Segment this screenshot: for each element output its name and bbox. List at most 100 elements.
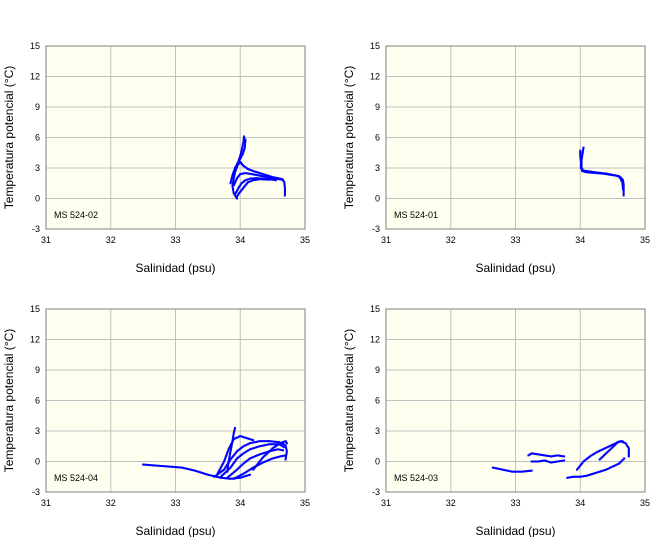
data-point (613, 174, 616, 177)
data-point (531, 460, 534, 463)
data-point (215, 475, 218, 478)
data-point (265, 178, 268, 181)
data-point (241, 154, 244, 157)
data-point (262, 178, 265, 181)
data-point (618, 175, 621, 178)
y-axis-label: Temperatura potencial (°C) (2, 329, 16, 473)
data-point (618, 176, 621, 179)
data-point (278, 448, 281, 451)
data-point (602, 172, 605, 175)
data-point (269, 458, 272, 461)
data-point (584, 171, 587, 174)
data-point (282, 180, 285, 183)
y-tick-label: 9 (35, 102, 40, 112)
data-point (494, 467, 497, 470)
data-point (254, 170, 257, 173)
data-point (542, 459, 545, 462)
data-point (539, 460, 542, 463)
data-point (222, 477, 225, 480)
data-point (254, 441, 257, 444)
data-point (233, 174, 236, 177)
data-point (239, 155, 242, 158)
data-point (596, 471, 599, 474)
data-point (526, 470, 529, 473)
data-point (624, 442, 627, 445)
x-tick-label: 34 (235, 498, 245, 508)
data-point (559, 454, 562, 457)
data-point (236, 163, 239, 166)
data-point (556, 460, 559, 463)
data-point (239, 465, 242, 468)
data-point (276, 448, 279, 451)
data-point (228, 457, 231, 460)
data-point (217, 472, 220, 475)
data-point (200, 471, 203, 474)
data-point (592, 472, 595, 475)
x-tick-label: 33 (510, 235, 520, 245)
data-point (531, 452, 534, 455)
data-point (595, 171, 598, 174)
data-point (254, 177, 257, 180)
x-axis-label: Salinidad (psu) (475, 524, 555, 537)
data-point (622, 190, 625, 193)
data-point (601, 448, 604, 451)
data-point (179, 466, 182, 469)
data-point (247, 474, 250, 477)
data-point (243, 471, 246, 474)
data-point (256, 171, 259, 174)
data-point (579, 163, 582, 166)
data-point (281, 449, 284, 452)
data-point (258, 440, 261, 443)
data-point (178, 466, 181, 469)
data-point (234, 437, 237, 440)
y-tick-label: -3 (32, 224, 40, 234)
data-point (581, 152, 584, 155)
data-point (599, 470, 602, 473)
data-point (230, 457, 233, 460)
data-point (238, 158, 241, 161)
data-point (581, 170, 584, 173)
data-point (232, 190, 235, 193)
data-point (285, 441, 288, 444)
data-point (580, 462, 583, 465)
station-label: MS 524-03 (394, 473, 438, 483)
data-point (272, 446, 275, 449)
data-point (237, 187, 240, 190)
data-point (585, 457, 588, 460)
data-point (240, 189, 243, 192)
data-point (543, 459, 546, 462)
data-point (232, 178, 235, 181)
y-tick-label: 0 (35, 194, 40, 204)
data-point (248, 457, 251, 460)
data-point (530, 460, 533, 463)
data-point (231, 185, 234, 188)
data-point (281, 441, 284, 444)
data-point (235, 167, 238, 170)
data-point (244, 475, 247, 478)
data-point (587, 474, 590, 477)
data-point (585, 171, 588, 174)
data-point (583, 475, 586, 478)
data-point (266, 459, 269, 462)
data-point (525, 470, 528, 473)
x-tick-label: 34 (575, 235, 585, 245)
data-point (283, 181, 286, 184)
data-point (227, 461, 230, 464)
data-point (241, 435, 244, 438)
data-point (232, 438, 235, 441)
data-point (283, 193, 286, 196)
data-point (232, 439, 235, 442)
data-point (583, 459, 586, 462)
data-point (284, 457, 287, 460)
y-tick-label: 15 (30, 41, 40, 51)
data-point (627, 448, 630, 451)
data-point (262, 452, 265, 455)
data-point (265, 451, 268, 454)
data-point (156, 464, 159, 467)
data-point (548, 461, 551, 464)
data-point (199, 471, 202, 474)
data-point (230, 465, 233, 468)
data-point (249, 172, 252, 175)
data-point (155, 464, 158, 467)
data-point (236, 197, 239, 200)
